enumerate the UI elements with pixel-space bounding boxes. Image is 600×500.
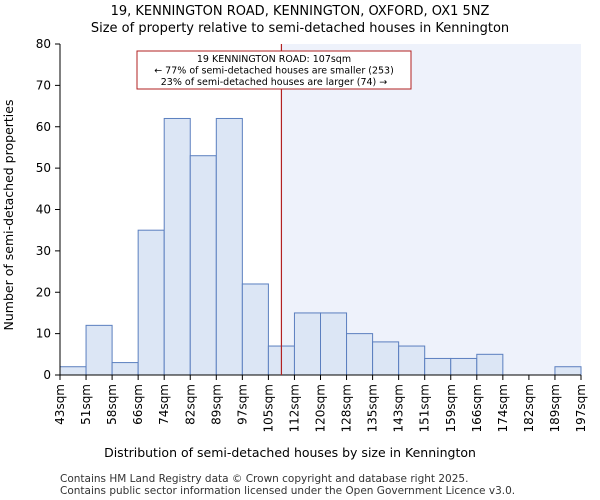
x-tick-label: 128sqm xyxy=(340,384,354,432)
histogram-bar xyxy=(554,366,582,376)
x-tick-label: 174sqm xyxy=(496,384,510,432)
histogram-bar xyxy=(215,117,243,376)
x-tick-label: 166sqm xyxy=(470,384,484,432)
y-tick-label: 0 xyxy=(43,368,51,382)
chart-subtitle: Size of property relative to semi-detach… xyxy=(90,21,510,36)
histogram-bar xyxy=(450,357,478,376)
x-tick-label: 189sqm xyxy=(548,384,562,432)
histogram-bar xyxy=(424,357,452,376)
x-tick-label: 82sqm xyxy=(183,384,197,425)
annotation-line: ← 77% of semi-detached houses are smalle… xyxy=(154,66,394,77)
annotation-line: 23% of semi-detached houses are larger (… xyxy=(161,77,388,88)
x-tick-label: 151sqm xyxy=(418,384,432,432)
x-tick-label: 197sqm xyxy=(574,384,588,432)
histogram-bar xyxy=(59,366,87,376)
x-tick-label: 105sqm xyxy=(261,384,275,432)
x-tick-label: 74sqm xyxy=(157,384,171,425)
y-tick-label: 30 xyxy=(36,244,51,258)
histogram-bar xyxy=(111,362,139,376)
chart-title: 19, KENNINGTON ROAD, KENNINGTON, OXFORD,… xyxy=(110,4,490,19)
x-tick-label: 159sqm xyxy=(444,384,458,432)
x-tick-label: 43sqm xyxy=(53,384,67,425)
x-axis-label: Distribution of semi-detached houses by … xyxy=(104,445,476,460)
footer-licence: Contains public sector information licen… xyxy=(60,485,516,497)
x-tick-label: 97sqm xyxy=(235,384,249,425)
x-tick-label: 143sqm xyxy=(392,384,406,432)
x-tick-label: 182sqm xyxy=(522,384,536,432)
y-axis-label: Number of semi-detached properties xyxy=(1,100,16,331)
histogram-bar xyxy=(346,333,374,376)
y-tick-label: 50 xyxy=(36,161,51,175)
y-tick-label: 80 xyxy=(36,37,51,51)
y-tick-label: 70 xyxy=(36,78,51,92)
annotation-line: 19 KENNINGTON ROAD: 107sqm xyxy=(197,54,351,65)
histogram-bar xyxy=(189,155,217,376)
histogram-bar xyxy=(241,283,269,376)
x-tick-label: 112sqm xyxy=(287,384,301,432)
x-tick-label: 89sqm xyxy=(209,384,223,425)
y-tick-label: 10 xyxy=(36,327,51,341)
histogram-bar xyxy=(137,229,165,376)
annotation-box xyxy=(136,50,412,90)
x-tick-label: 58sqm xyxy=(105,384,119,425)
x-tick-label: 120sqm xyxy=(314,384,328,432)
y-tick-label: 60 xyxy=(36,120,51,134)
y-tick-label: 40 xyxy=(36,203,51,217)
histogram-bar xyxy=(398,345,426,376)
footer-copyright: Contains HM Land Registry data © Crown c… xyxy=(60,473,469,485)
x-tick-label: 51sqm xyxy=(79,384,93,425)
histogram-bar xyxy=(85,324,113,376)
y-tick-label: 20 xyxy=(36,285,51,299)
histogram-bar xyxy=(163,117,191,376)
histogram-bar xyxy=(293,312,322,376)
x-tick-label: 135sqm xyxy=(366,384,380,432)
histogram-bar xyxy=(372,341,400,376)
histogram-bar xyxy=(320,312,348,376)
x-tick-label: 66sqm xyxy=(131,384,145,425)
histogram-bar xyxy=(476,353,504,376)
